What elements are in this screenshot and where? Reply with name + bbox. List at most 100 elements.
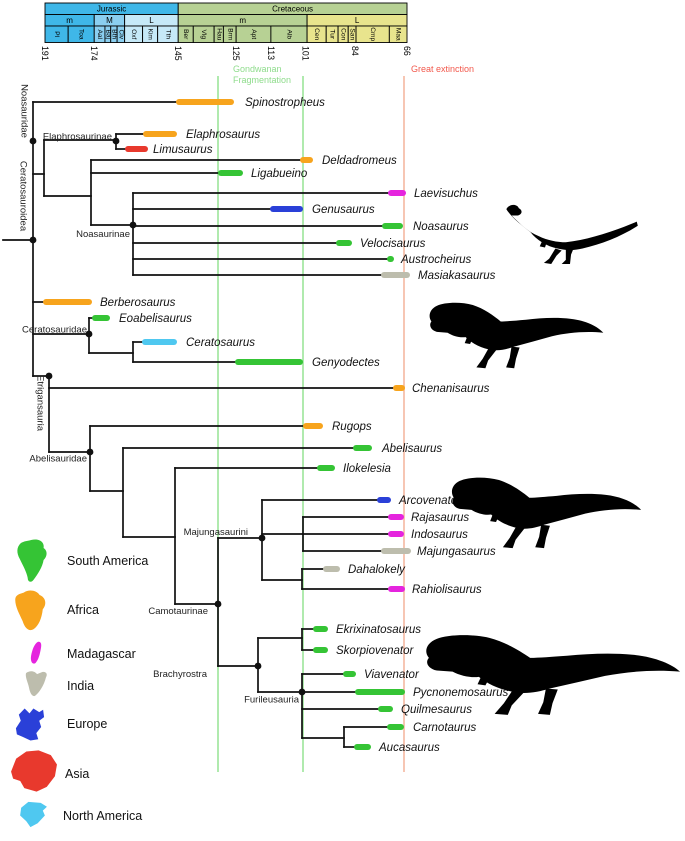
timescale-stage-label-Vlg: Vlg <box>200 29 207 39</box>
taxon-label-Genusaurus: Genusaurus <box>312 204 375 216</box>
noasaurid-part <box>543 248 562 264</box>
range-bar-Genyodectes <box>235 359 303 365</box>
legend-label-Africa: Africa <box>67 603 99 617</box>
legend-label-Asia: Asia <box>65 767 89 781</box>
taxon-label-Skorpiovenator: Skorpiovenator <box>336 645 415 657</box>
timescale-stage-label-Ber: Ber <box>182 29 189 40</box>
timescale-epoch-label-m: m <box>239 16 246 25</box>
taxon-label-Noasaurus: Noasaurus <box>413 221 469 233</box>
clade-label-Ceratosauroidea: Ceratosauroidea <box>18 161 29 232</box>
range-bar-Noasaurus <box>382 223 403 229</box>
clade-label-Furileusauria: Furileusauria <box>244 695 300 706</box>
range-bar-Elaphrosaurus <box>143 131 177 137</box>
range-bar-Pycnonemosaurus <box>355 689 405 695</box>
timescale-stage-label-Hau: Hau <box>215 28 222 40</box>
noasaurid-part <box>506 204 638 251</box>
range-bar-Aucasaurus <box>354 744 371 750</box>
abelisaurid-silhouette-3 <box>426 635 681 715</box>
timescale-tick-66: 66 <box>402 46 412 56</box>
clade-label-Noasauridae: Noasauridae <box>19 84 30 138</box>
range-bar-Genusaurus <box>270 206 303 212</box>
timescale-tick-145: 145 <box>173 46 183 61</box>
abelisaurid-part <box>451 477 642 529</box>
tree-node-dot <box>85 330 93 338</box>
taxon-label-Laevisuchus: Laevisuchus <box>414 188 478 200</box>
clade-label-Majungasaurini: Majungasaurini <box>184 527 248 538</box>
range-bar-Spinostropheus <box>176 99 234 105</box>
taxon-label-Eoabelisaurus: Eoabelisaurus <box>119 313 192 325</box>
timescale-stage-label-Toa: Toa <box>78 29 85 40</box>
timescale-tick-174: 174 <box>89 46 99 61</box>
timescale-tick-125: 125 <box>231 46 241 61</box>
range-bar-Deldadromeus <box>300 157 313 163</box>
noasaurid-part <box>561 249 574 264</box>
range-bar-Chenanisaurus <box>393 385 405 391</box>
range-bar-Rahiolisaurus <box>388 586 405 592</box>
taxon-label-Spinostropheus: Spinostropheus <box>245 97 325 109</box>
legend-icon-North America <box>20 801 47 828</box>
taxon-label-Austrocheirus: Austrocheirus <box>400 254 472 266</box>
abelisaurid-part <box>502 525 525 549</box>
taxon-label-Deldadromeus: Deldadromeus <box>322 155 397 167</box>
taxon-label-Velocisaurus: Velocisaurus <box>360 238 426 250</box>
abelisaurid-part <box>429 302 604 351</box>
timescale-epoch-label-M: M <box>106 16 113 25</box>
gondwanan-label-line2: Fragmentation <box>233 75 291 85</box>
legend-label-India: India <box>67 679 94 693</box>
timescale-stage-label-Tth: Tth <box>164 29 171 39</box>
timescale-epoch-label-L: L <box>355 16 360 25</box>
range-bar-Masiakasaurus <box>381 272 410 278</box>
taxon-label-Abelisaurus: Abelisaurus <box>381 443 442 455</box>
abelisaurid-part <box>538 688 558 715</box>
tree-node-dot <box>86 448 94 456</box>
tree-node-dot <box>258 534 266 542</box>
great-extinction-label: Great extinction <box>411 64 474 74</box>
taxon-label-Pycnonemosaurus: Pycnonemosaurus <box>413 687 508 699</box>
timescale-stage-label-Alb: Alb <box>285 29 292 39</box>
range-bar-Carnotaurus <box>387 724 404 730</box>
timescale-stage-label-Tur: Tur <box>329 29 336 39</box>
range-bar-Ceratosaurus <box>142 339 177 345</box>
timescale-epoch-label-m: m <box>66 16 73 25</box>
timescale-tick-84: 84 <box>350 46 360 56</box>
north-america-icon <box>20 801 47 828</box>
clade-label-Camotaurinae: Camotaurinae <box>148 606 208 617</box>
abelisaurid-part <box>506 346 520 369</box>
taxon-label-Genyodectes: Genyodectes <box>312 357 380 369</box>
range-bar-Rajasaurus <box>388 514 404 520</box>
gondwanan-label-line1: Gondwanan <box>233 64 282 74</box>
india-icon <box>25 671 47 697</box>
range-bar-Limusaurus <box>125 146 148 152</box>
clade-label-Abelisauridae: Abelisauridae <box>29 454 87 465</box>
legend-icon-Africa <box>15 590 46 631</box>
legend-icon-South America <box>17 539 47 582</box>
timescale-stage-label-San: San <box>349 28 356 40</box>
legend-label-Europe: Europe <box>67 717 107 731</box>
taxon-label-Limusaurus: Limusaurus <box>153 144 213 156</box>
clade-label-Noasaurinae: Noasaurinae <box>76 229 130 240</box>
timescale-stage-label-Pl: Pl <box>53 31 60 37</box>
clade-label-Elaphrosaurinae: Elaphrosaurinae <box>43 132 112 143</box>
abelisaurid-part <box>494 689 524 715</box>
europe-icon <box>15 708 45 741</box>
clade-label-Etrigansauria: Etrigansauria <box>35 375 46 432</box>
legend-icon-Europe <box>15 708 45 741</box>
timescale-stage-label-Bth: Bth <box>110 29 117 39</box>
range-bar-Velocisaurus <box>336 240 352 246</box>
noasaurid-part <box>539 239 548 248</box>
tree-node-dot <box>112 137 120 145</box>
timescale-tick-191: 191 <box>40 46 50 61</box>
range-bar-Viavenator <box>343 671 356 677</box>
timescale-stage-label-Clv: Clv <box>117 29 124 39</box>
timescale-stage-label-Con: Con <box>340 28 347 40</box>
range-bar-Laevisuchus <box>388 190 406 196</box>
timescale-stage-label-Aal: Aal <box>96 29 103 39</box>
timescale-period-label-Cretaceous: Cretaceous <box>272 4 313 13</box>
taxon-label-Ligabueino: Ligabueino <box>251 168 308 180</box>
taxon-label-Dahalokely: Dahalokely <box>348 564 406 576</box>
timescale-epoch-label-L: L <box>149 16 154 25</box>
abelisaurid-part <box>477 675 490 686</box>
